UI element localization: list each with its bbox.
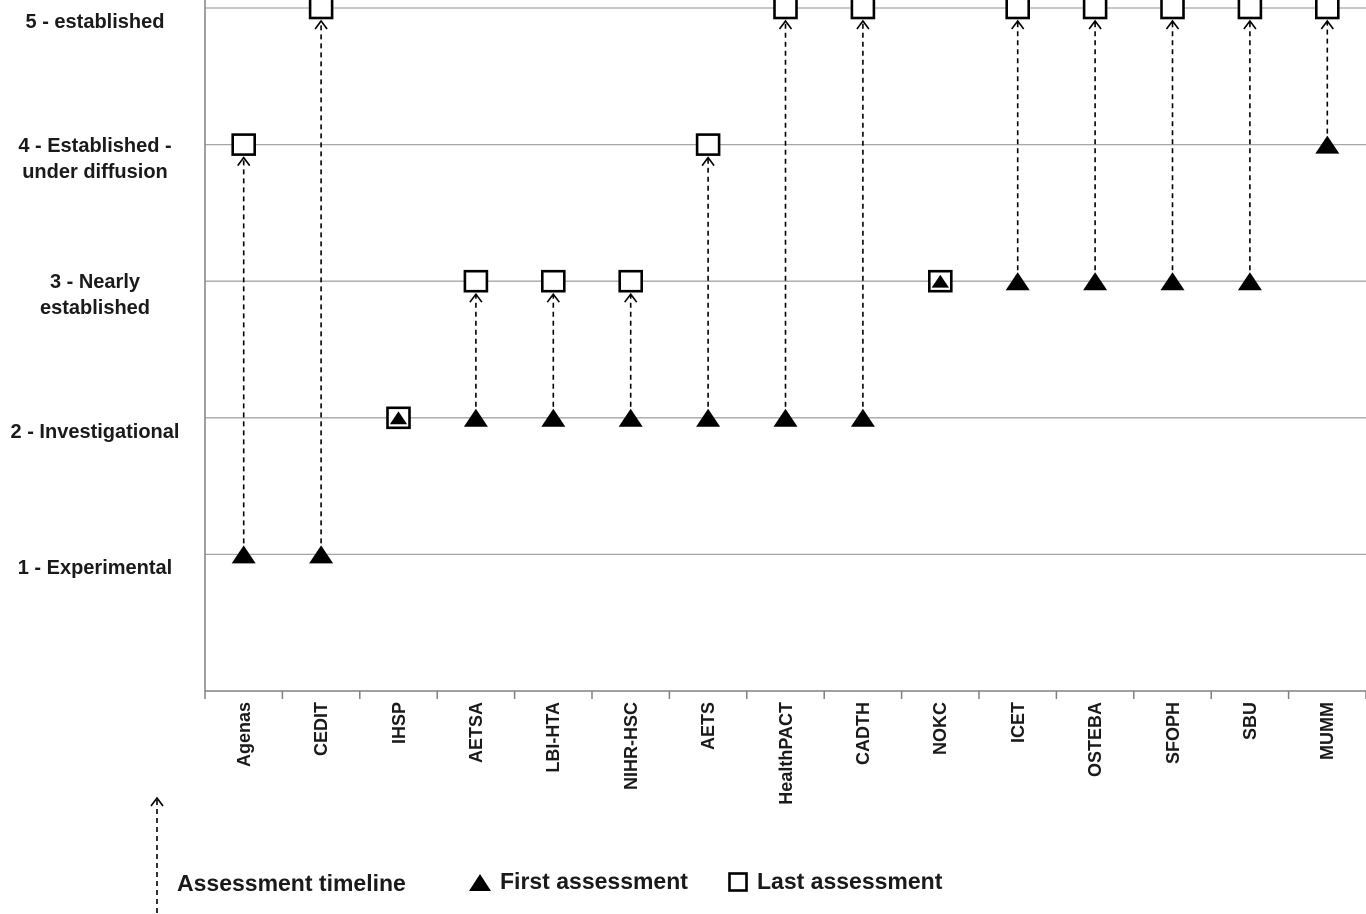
x-category-label: CADTH	[852, 702, 873, 765]
x-category-label: SFOPH	[1162, 702, 1183, 765]
legend-last-label: Last assessment	[757, 868, 943, 894]
legend-first-label: First assessment	[500, 868, 688, 894]
last-assessment-marker	[1082, 0, 1108, 20]
y-tick-label: 5 - established	[25, 11, 165, 33]
y-tick-label: 2 - Investigational	[10, 420, 180, 443]
y-tick-label: 3 - Nearly established	[39, 271, 151, 320]
first-assessment-marker	[1005, 272, 1030, 291]
x-category-label: CEDIT	[311, 702, 332, 756]
arrowhead-icon	[1243, 19, 1257, 30]
first-assessment-marker	[850, 408, 875, 427]
x-category-label: MUMM	[1317, 702, 1338, 760]
arrowhead-icon	[237, 156, 251, 167]
first-assessment-marker	[309, 545, 334, 564]
x-category-label: IHSP	[388, 702, 409, 745]
first-assessment-marker	[389, 411, 408, 425]
x-category-label: AETSA	[465, 702, 486, 764]
x-category-label: NIHR-HSC	[620, 702, 641, 790]
first-assessment-marker	[1237, 272, 1262, 291]
last-assessment-marker	[850, 0, 876, 20]
x-category-label: NOKC	[930, 702, 951, 755]
arrowhead-icon	[1320, 19, 1334, 30]
last-assessment-marker	[695, 133, 721, 156]
first-assessment-marker	[1083, 272, 1108, 291]
x-category-label: OSTEBA	[1085, 702, 1106, 778]
last-assessment-marker	[1005, 0, 1031, 20]
first-assessment-marker	[931, 274, 949, 288]
last-assessment-marker	[1315, 0, 1340, 20]
arrowhead-icon	[1088, 19, 1102, 30]
y-tick-label: 4 - Established - under diffusion	[18, 134, 172, 183]
first-assessment-marker	[463, 408, 488, 427]
x-category-label: LBI-HTA	[543, 702, 564, 773]
last-assessment-marker	[308, 0, 334, 20]
x-category-label: SBU	[1239, 702, 1260, 741]
first-assessment-marker	[618, 408, 643, 427]
first-assessment-marker	[1160, 272, 1185, 291]
last-assessment-marker	[231, 133, 256, 156]
arrowhead-icon	[1165, 19, 1180, 30]
arrowhead-icon	[546, 292, 560, 303]
x-category-label: Agenas	[233, 702, 254, 768]
last-assessment-marker	[1237, 0, 1263, 20]
arrowhead-icon	[856, 19, 870, 30]
first-assessment-marker	[696, 408, 721, 427]
y-tick-label: 1 - Experimental	[17, 557, 173, 580]
last-assessment-square-icon	[727, 871, 749, 893]
legend-timeline-label: Assessment timeline	[177, 870, 406, 896]
first-assessment-marker	[1315, 135, 1340, 154]
last-assessment-marker	[773, 0, 798, 20]
last-assessment-marker	[463, 269, 489, 293]
x-category-label: AETS	[698, 702, 719, 751]
arrowhead-icon	[469, 292, 483, 303]
arrowhead-icon	[1011, 19, 1025, 30]
arrowhead-icon	[314, 19, 328, 30]
legend-first-assessment: First assessment	[468, 868, 688, 895]
first-assessment-marker	[231, 545, 256, 564]
last-assessment-marker	[1160, 0, 1185, 20]
arrowhead-icon	[624, 292, 638, 303]
x-category-label: ICET	[1007, 702, 1028, 744]
first-assessment-marker	[773, 408, 798, 427]
legend-arrowhead-icon	[150, 796, 164, 807]
first-assessment-triangle-icon	[468, 872, 492, 892]
arrowhead-icon	[701, 156, 715, 167]
x-category-label: HealthPACT	[775, 702, 796, 805]
first-assessment-marker	[541, 408, 566, 427]
last-assessment-marker	[618, 269, 644, 293]
arrowhead-icon	[778, 19, 793, 30]
legend-last-assessment: Last assessment	[727, 868, 942, 895]
last-assessment-marker	[540, 269, 566, 293]
